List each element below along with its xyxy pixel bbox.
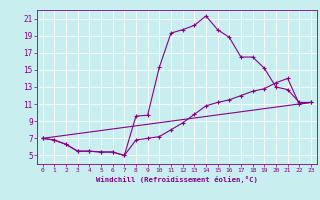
- X-axis label: Windchill (Refroidissement éolien,°C): Windchill (Refroidissement éolien,°C): [96, 176, 258, 183]
